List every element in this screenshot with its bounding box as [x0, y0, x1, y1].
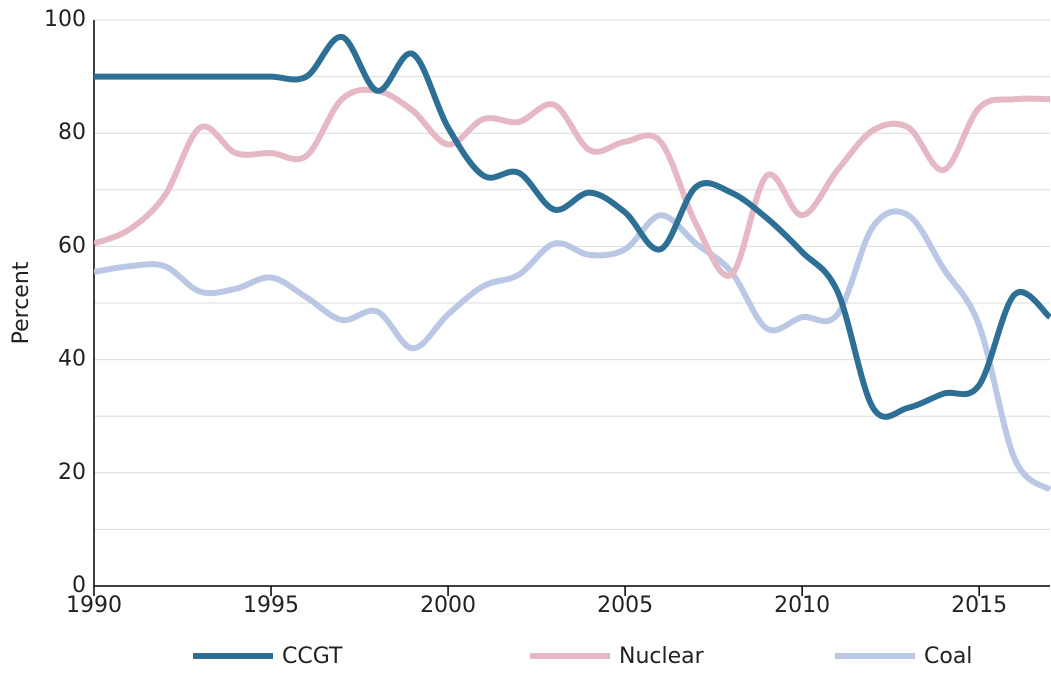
legend-label: Coal [924, 644, 972, 669]
series-line [94, 86, 1051, 279]
y-tick-label: 20 [58, 460, 86, 485]
y-tick-label: 100 [44, 7, 86, 32]
x-tick-label: 1990 [66, 593, 122, 618]
x-tick-label: 2005 [597, 593, 653, 618]
series-line [94, 33, 1051, 420]
legend-label: CCGT [282, 644, 343, 669]
y-tick-label: 0 [72, 573, 86, 598]
x-tick-label: 2000 [420, 593, 476, 618]
legend-label: Nuclear [619, 644, 705, 669]
x-tick-label: 2015 [951, 593, 1007, 618]
y-tick-label: 60 [58, 233, 86, 258]
y-tick-label: 40 [58, 347, 86, 372]
y-axis-label: Percent [9, 261, 34, 344]
y-tick-label: 80 [58, 120, 86, 145]
series-line [94, 208, 1051, 493]
x-tick-label: 1995 [243, 593, 299, 618]
x-tick-label: 2010 [774, 593, 830, 618]
